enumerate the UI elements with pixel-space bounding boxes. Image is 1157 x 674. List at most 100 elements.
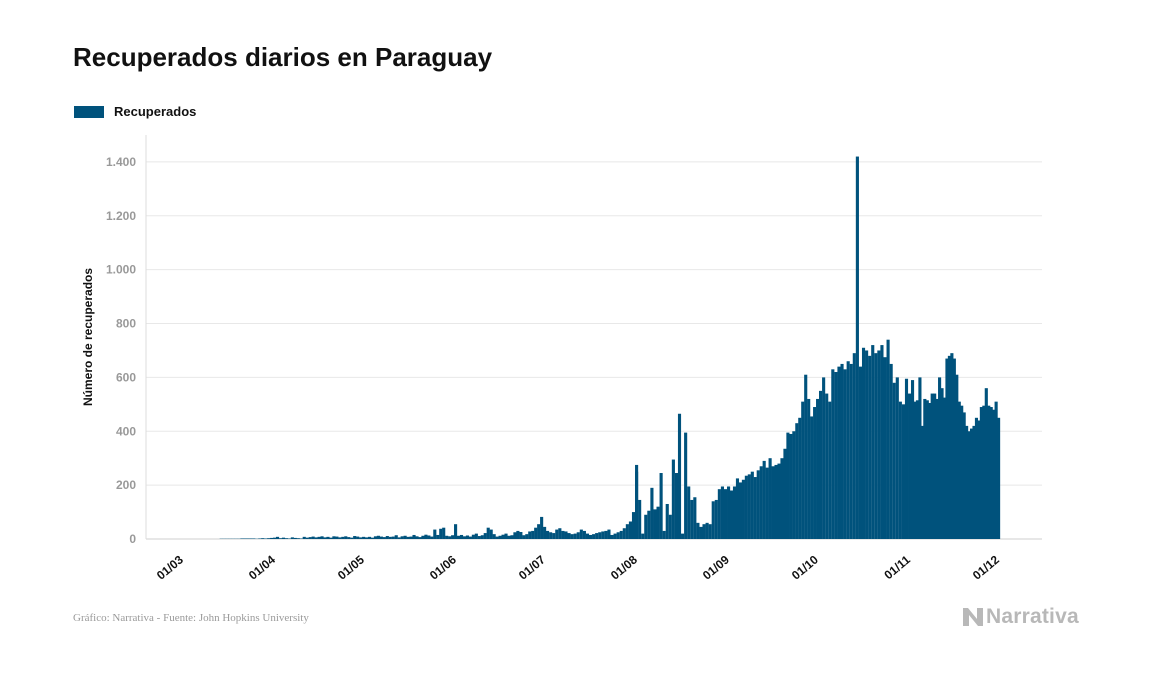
bar [540,516,544,539]
bar [756,470,760,539]
bar [965,425,969,539]
bar [471,534,475,539]
bar [607,529,611,539]
bar [365,537,369,539]
bar [825,393,829,539]
bar [592,534,596,539]
bar [418,537,422,539]
bar [804,374,808,539]
bar [495,536,499,539]
bar [347,537,351,539]
bar [789,433,793,539]
y-axis-label: Número de recuperados [81,268,95,406]
bar [883,357,887,539]
bar [451,535,455,539]
bar [504,533,508,539]
bar [674,473,679,539]
bar [693,497,697,539]
bar [647,510,651,539]
bar [732,486,737,539]
bar [987,405,991,539]
bar [696,522,700,539]
bar [928,402,932,539]
bar [656,506,660,539]
bar [810,416,814,539]
bar [498,535,502,539]
bar [373,536,378,539]
bar [831,369,835,539]
bar [889,363,893,539]
bar [555,529,559,539]
bar [531,530,535,539]
brand-logo: Narrativa [962,605,1079,629]
bar [994,401,998,539]
bar [923,398,927,539]
bar [579,529,583,539]
bar [908,393,912,539]
bar [243,538,247,539]
bar [595,533,599,539]
bars [219,156,1001,540]
bar [662,530,666,539]
bar [913,401,917,539]
bar [501,534,505,539]
bar [267,538,271,539]
bar [720,486,724,539]
bar [427,535,431,539]
bar [997,417,1001,539]
bar [610,534,614,539]
bar [356,536,360,539]
bar [822,377,826,539]
bar [585,533,590,539]
bar [278,538,283,539]
bar [613,533,617,539]
bar [984,388,988,539]
bar [323,537,327,539]
bar [598,532,602,539]
bar [353,536,357,539]
bar [813,407,817,539]
bar [974,417,979,539]
bar [904,378,909,539]
bar [275,536,280,539]
bar [367,536,372,539]
bar [382,537,386,539]
bar [714,499,718,539]
bar [747,474,751,539]
bar [846,361,850,539]
bar [415,536,419,539]
bar [690,499,694,539]
bar [631,512,636,539]
bar [705,522,709,539]
bar [762,460,766,539]
bar [513,532,517,539]
bar [436,534,440,539]
bar [522,535,526,539]
bar [281,537,286,539]
bar [871,345,875,539]
bar [406,536,410,539]
bar [474,533,478,539]
bar [947,355,951,539]
bar [622,528,626,539]
bar [901,404,905,539]
bar [507,535,511,539]
bar [492,534,496,539]
bar [858,366,863,539]
bar [992,409,996,539]
bar [807,398,811,539]
bar [421,535,425,539]
bar [308,537,312,539]
y-tick-label: 600 [116,370,136,384]
chart-title: Recuperados diarios en Paraguay [73,42,493,72]
bar [910,380,915,539]
bar [616,532,620,539]
bar [240,538,244,539]
source-note: Gráfico: Narrativa - Fuente: John Hopkin… [73,612,309,624]
bar [925,400,929,539]
bar [741,479,745,539]
bar [886,339,890,539]
bar [537,524,541,539]
bar [957,401,961,539]
bar [486,527,490,539]
